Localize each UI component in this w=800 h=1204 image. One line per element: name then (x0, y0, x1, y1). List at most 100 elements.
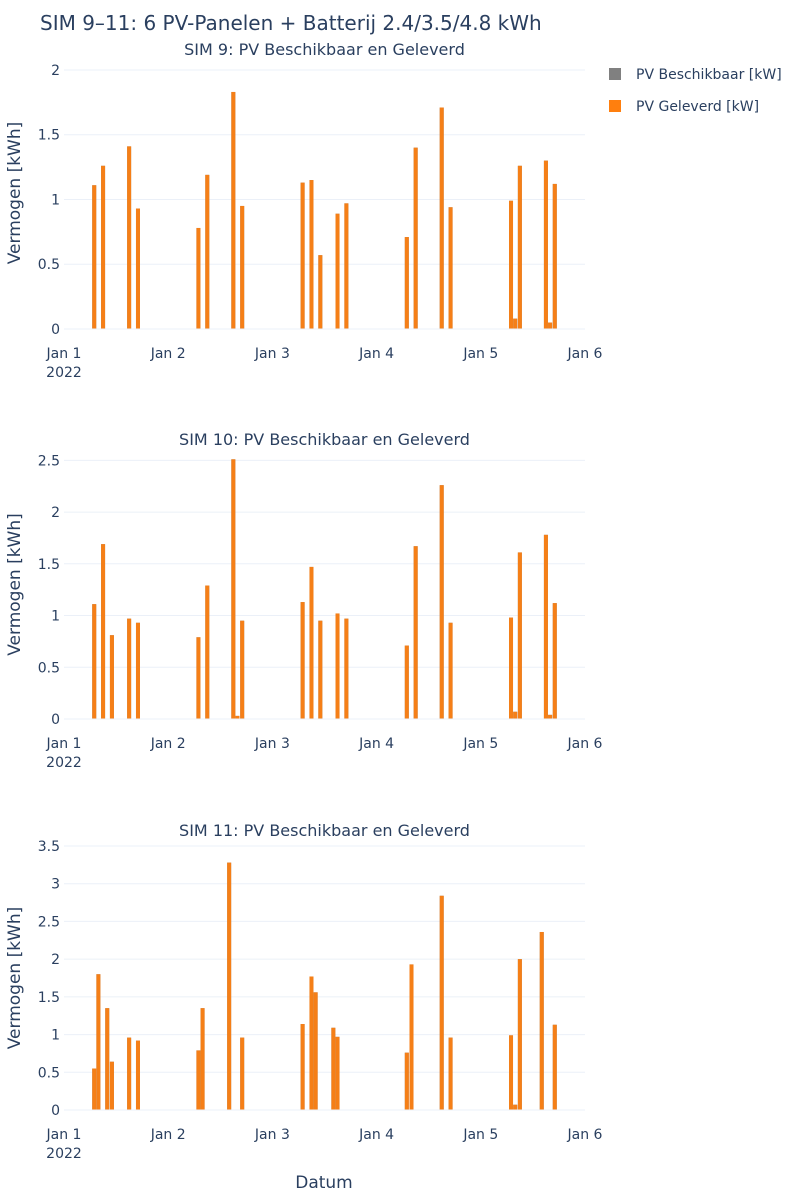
bar[interactable]: PV Geleverd [kW]: 1.26 (517, 165, 522, 329)
bar[interactable]: PV Geleverd [kW]: 2.84 (439, 895, 444, 1110)
y-tick-label: 3 (51, 877, 60, 893)
bar[interactable]: PV Geleverd [kW]: 2.51 (231, 459, 236, 719)
bar[interactable]: PV Geleverd [kW]: 0.81 (109, 635, 114, 719)
x-tick-label: Jan 1 (46, 736, 82, 752)
bar[interactable]: PV Geleverd [kW]: 0.64 (109, 1061, 114, 1110)
bar[interactable]: PV Geleverd [kW]: 1.19 (205, 174, 210, 329)
bar[interactable]: PV Geleverd [kW]: 0.97 (344, 618, 349, 719)
x-tick-year-label: 2022 (46, 755, 82, 771)
bar[interactable]: PV Geleverd [kW]: 0.93 (135, 208, 140, 329)
bar[interactable]: PV Geleverd [kW]: 1.93 (409, 964, 414, 1110)
x-tick-label: Jan 5 (462, 736, 498, 752)
subplot-sim-10: SIM 10: PV Beschikbaar en Geleverd 0 0.5 1 1… (5, 430, 603, 771)
bar[interactable]: PV Geleverd [kW]: 1.47 (309, 566, 314, 719)
bar[interactable]: PV Geleverd [kW]: 1.02 (335, 613, 340, 719)
x-tick-label: Jan 1 (46, 346, 82, 362)
bar[interactable]: PV Geleverd [kW]: 0.94 (448, 207, 453, 329)
bar[interactable]: PV Geleverd [kW]: 0.92 (135, 1040, 140, 1110)
bar[interactable]: PV Geleverd [kW]: 1.13 (300, 602, 305, 719)
y-axis-title: Vermogen [kWh] (5, 122, 25, 265)
bar[interactable]: PV Geleverd [kW]: 1.4 (413, 147, 418, 329)
bar[interactable]: PV Geleverd [kW]: 1.77 (309, 976, 314, 1110)
bar[interactable]: PV Geleverd [kW]: 0.71 (404, 645, 409, 719)
bar[interactable]: PV Geleverd [kW]: 1.13 (300, 182, 305, 329)
bar[interactable]: PV Geleverd [kW]: 1.12 (552, 183, 557, 329)
figure-title: SIM 9–11: 6 PV-Panelen + Batterij 2.4/3.… (40, 11, 542, 35)
bar[interactable]: PV Geleverd [kW]: 0.98 (509, 617, 514, 719)
bar[interactable]: PV Geleverd [kW]: 0.93 (135, 622, 140, 719)
bar[interactable]: PV Geleverd [kW]: 2 (517, 959, 522, 1110)
y-axis-title: Vermogen [kWh] (5, 513, 25, 656)
bar[interactable]: PV Geleverd [kW]: 0.97 (344, 203, 349, 329)
x-tick-label: Jan 1 (46, 1127, 82, 1143)
bar[interactable]: PV Geleverd [kW]: 1.71 (439, 107, 444, 329)
bar[interactable]: PV Geleverd [kW]: 1.35 (200, 1008, 205, 1110)
bar[interactable]: PV Geleverd [kW]: 0.95 (240, 620, 245, 719)
y-tick-label: 1 (51, 1028, 60, 1044)
legend-label[interactable]: PV Beschikbaar [kW] (636, 67, 782, 83)
bar[interactable]: PV Geleverd [kW]: 1.8 (96, 974, 101, 1110)
bar[interactable]: PV Geleverd [kW]: 2.36 (539, 931, 544, 1110)
y-tick-label: 0.5 (38, 1065, 60, 1081)
legend[interactable]: PV Beschikbaar [kW] PV Geleverd [kW] (609, 67, 782, 115)
x-tick-label: Jan 6 (567, 346, 603, 362)
bar[interactable]: PV Geleverd [kW]: 0.71 (404, 237, 409, 329)
bar[interactable]: PV Geleverd [kW]: 0.79 (196, 637, 201, 719)
bar[interactable]: PV Geleverd [kW]: 0.97 (335, 1036, 340, 1110)
bar[interactable]: PV Geleverd [kW]: 0.05 (548, 322, 553, 329)
legend-swatch[interactable] (609, 68, 621, 80)
x-tick-label: Jan 3 (254, 346, 290, 362)
bar[interactable]: PV Geleverd [kW]: 1.35 (105, 1008, 110, 1110)
bar[interactable]: PV Geleverd [kW]: 0.93 (448, 622, 453, 719)
bar[interactable]: PV Geleverd [kW]: 1.78 (543, 534, 548, 719)
bar[interactable]: PV Geleverd [kW]: 0.95 (240, 205, 245, 329)
bar[interactable]: PV Geleverd [kW]: 2.26 (439, 485, 444, 719)
bar[interactable]: PV Geleverd [kW]: 1.13 (552, 1024, 557, 1110)
bar[interactable]: PV Geleverd [kW]: 1.67 (413, 546, 418, 719)
bar[interactable]: PV Geleverd [kW]: 0.96 (127, 1037, 132, 1110)
bar[interactable]: PV Geleverd [kW]: 1.69 (101, 544, 106, 719)
bar[interactable]: PV Geleverd [kW]: 0.79 (196, 1050, 201, 1110)
bar[interactable]: PV Geleverd [kW]: 0.89 (335, 213, 340, 329)
legend-label[interactable]: PV Geleverd [kW] (636, 99, 759, 115)
x-tick-label: Jan 4 (358, 1127, 394, 1143)
bar[interactable]: PV Geleverd [kW]: 1.61 (517, 552, 522, 719)
bar[interactable]: PV Geleverd [kW]: 1.26 (101, 165, 106, 329)
bar[interactable]: PV Geleverd [kW]: 0.96 (240, 1037, 245, 1110)
bar[interactable]: PV Geleverd [kW]: 0.95 (318, 620, 323, 719)
bar[interactable]: PV Geleverd [kW]: 0.04 (548, 714, 553, 719)
bar[interactable]: PV Geleverd [kW]: 1.41 (127, 146, 132, 329)
bar[interactable]: PV Geleverd [kW]: 0.99 (509, 200, 514, 329)
y-tick-label: 0.5 (38, 257, 60, 273)
bar[interactable]: PV Geleverd [kW]: 0.96 (448, 1037, 453, 1110)
y-tick-label: 2 (51, 952, 60, 968)
bar[interactable]: PV Geleverd [kW]: 1.12 (552, 603, 557, 719)
bar[interactable]: PV Geleverd [kW]: 1.11 (92, 185, 97, 329)
bar[interactable]: PV Geleverd [kW]: 1.3 (543, 160, 548, 329)
bar[interactable]: PV Geleverd [kW]: 0.55 (92, 1068, 97, 1110)
bar[interactable]: PV Geleverd [kW]: 0.76 (404, 1052, 409, 1110)
bar[interactable]: PV Geleverd [kW]: 0.08 (513, 318, 518, 329)
y-axis-title: Vermogen [kWh] (5, 907, 25, 1050)
subplot-sim-11: SIM 11: PV Beschikbaar en Geleverd 0 0.5 1 1… (5, 821, 603, 1162)
y-tick-label: 3.5 (38, 839, 60, 855)
bar[interactable]: PV Geleverd [kW]: 0.78 (196, 227, 201, 329)
bar[interactable]: PV Geleverd [kW]: 1.09 (331, 1027, 336, 1110)
bar[interactable]: PV Geleverd [kW]: 0.07 (513, 1104, 518, 1110)
x-tick-label: Jan 3 (254, 736, 290, 752)
bar[interactable]: PV Geleverd [kW]: 0.97 (127, 618, 132, 719)
bar[interactable]: PV Geleverd [kW]: 1.56 (313, 992, 318, 1110)
bar[interactable]: PV Geleverd [kW]: 0.07 (513, 711, 518, 719)
bar[interactable]: PV Geleverd [kW]: 1.29 (205, 585, 210, 719)
bar[interactable]: PV Geleverd [kW]: 1.14 (300, 1024, 305, 1110)
bar[interactable]: PV Geleverd [kW]: 0.57 (318, 255, 323, 329)
bar[interactable]: PV Geleverd [kW]: 3.28 (227, 862, 232, 1110)
legend-swatch[interactable] (609, 100, 621, 112)
bar[interactable]: PV Geleverd [kW]: 1.15 (309, 180, 314, 329)
bar[interactable]: PV Geleverd [kW]: 0.03 (235, 715, 240, 719)
bar[interactable]: PV Geleverd [kW]: 1.11 (92, 604, 97, 719)
bar[interactable]: PV Geleverd [kW]: 1.83 (231, 91, 236, 329)
x-tick-label: Jan 5 (462, 346, 498, 362)
bar[interactable]: PV Geleverd [kW]: 0.99 (509, 1035, 514, 1110)
